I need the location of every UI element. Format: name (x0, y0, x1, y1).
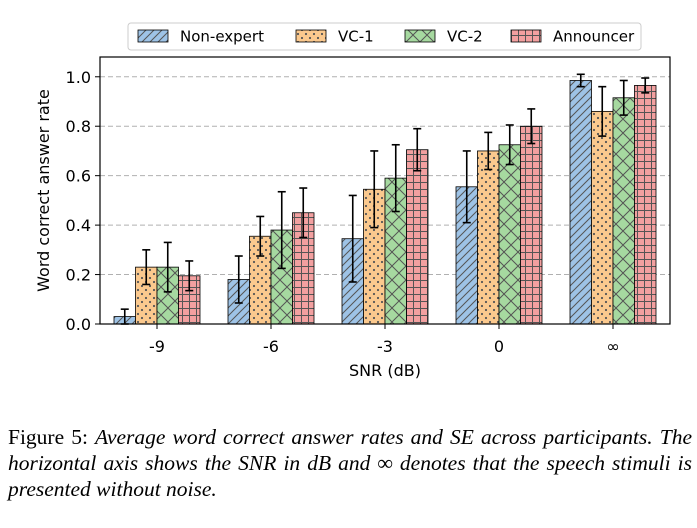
y-tick-label: 0.4 (66, 216, 91, 235)
bar-vc-2 (612, 97, 635, 325)
legend: Non-expert VC-1 VC-2 Announcer (127, 22, 642, 51)
axes: 0.0 0.2 0.4 0.6 0.8 1.0 -9 -6 -3 0 ∞ SNR (dB) Word c… (34, 56, 671, 380)
y-tick-label: 0.6 (66, 167, 91, 186)
bar-vc-1 (477, 150, 500, 325)
legend-swatch (404, 29, 436, 43)
bar-announcer (634, 85, 657, 325)
legend-label: VC-1 (338, 28, 374, 46)
y-axis-label: Word correct answer rate (34, 89, 53, 292)
x-tick-label: 0 (494, 337, 504, 356)
error-bars (120, 73, 650, 325)
x-tick-label: -6 (263, 337, 279, 356)
y-tick-label: 0.8 (66, 117, 91, 136)
x-axis-label: SNR (dB) (349, 361, 421, 380)
bars (113, 80, 657, 325)
x-tick-label: -9 (149, 337, 165, 356)
legend-label: VC-2 (447, 28, 483, 46)
caption-text: Average word correct answer rates and SE… (8, 425, 692, 501)
plot-frame (99, 56, 671, 325)
y-tick-label: 0.2 (66, 266, 91, 285)
legend-label: Non-expert (180, 28, 264, 46)
bar-chart: 0.0 0.2 0.4 0.6 0.8 1.0 -9 -6 -3 0 ∞ SNR (dB) Word c… (34, 22, 671, 380)
legend-swatch (295, 29, 327, 43)
y-tick-label: 0.0 (66, 315, 91, 334)
legend-label: Announcer (553, 28, 635, 46)
x-tick-label: -3 (377, 337, 393, 356)
bar-non-expert (569, 80, 592, 325)
legend-swatch (510, 29, 542, 43)
x-tick-label: ∞ (606, 337, 619, 356)
figure-caption: Figure 5: Average word correct answer ra… (8, 424, 692, 502)
legend-swatch (137, 29, 169, 43)
bar-vc-2 (498, 144, 521, 325)
bar-announcer (520, 125, 543, 325)
bar-announcer (406, 149, 429, 325)
caption-label: Figure 5: (8, 425, 88, 449)
bar-vc-1 (591, 110, 614, 325)
y-tick-label: 1.0 (66, 68, 91, 87)
